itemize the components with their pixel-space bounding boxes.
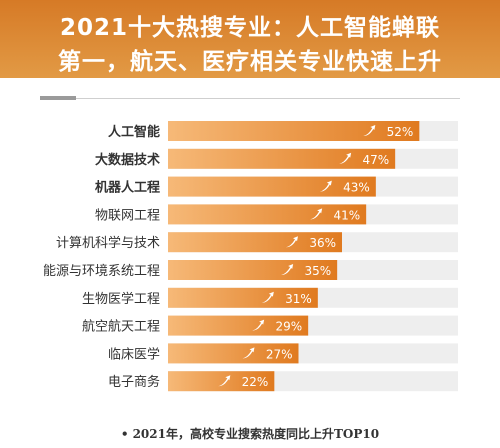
value-label: 35% (304, 264, 331, 278)
trend-up-icon (363, 125, 376, 136)
category-label: 生物医学工程 (82, 291, 160, 307)
bar (168, 287, 318, 308)
trend-up-icon (252, 319, 265, 331)
category-label: 能源与环境系统工程 (43, 264, 160, 279)
value-label: 47% (362, 153, 389, 167)
trend-up-icon (319, 180, 332, 192)
value-label: 22% (242, 375, 269, 389)
bar (168, 371, 275, 392)
bar (168, 315, 309, 336)
bar (168, 204, 367, 225)
bar (168, 176, 376, 197)
category-label: 人工智能 (108, 124, 160, 140)
footnote: • 2021年，高校专业搜索热度同比上升TOP10 (0, 425, 500, 442)
category-label: 机器人工程 (95, 180, 160, 196)
bar (168, 232, 342, 253)
bar (168, 121, 420, 141)
value-label: 52% (387, 125, 414, 139)
title-line-2: 第一，航天、医疗相关专业快速上升 (58, 49, 442, 75)
trend-up-icon (242, 347, 255, 359)
category-label: 电子商务 (108, 374, 160, 390)
footnote-text: 2021年，高校专业搜索热度同比上升TOP10 (132, 427, 380, 441)
trend-up-icon (218, 375, 231, 387)
value-label: 29% (275, 320, 302, 334)
value-label: 43% (343, 181, 370, 195)
header-banner: 2021十大热搜专业：人工智能蝉联 第一，航天、医疗相关专业快速上升 (0, 0, 500, 78)
value-label: 36% (309, 236, 336, 250)
category-label: 计算机科学与技术 (56, 235, 160, 251)
bar (168, 260, 338, 280)
value-label: 31% (285, 292, 312, 306)
trend-up-icon (310, 208, 323, 220)
trend-up-icon (339, 152, 352, 164)
category-label: 临床医学 (108, 346, 160, 362)
bullet-icon: • (120, 427, 129, 441)
divider (40, 98, 460, 99)
trend-up-icon (286, 236, 298, 248)
bar (168, 148, 396, 169)
trend-up-icon (261, 291, 274, 303)
bar (168, 343, 299, 364)
category-label: 航空航天工程 (82, 319, 160, 335)
category-label: 大数据技术 (95, 152, 160, 168)
value-label: 27% (266, 347, 293, 361)
value-label: 41% (333, 208, 360, 222)
divider-accent (40, 96, 76, 100)
category-label: 物联网工程 (95, 208, 160, 223)
trend-up-icon (281, 264, 294, 275)
title-line-1: 2021十大热搜专业：人工智能蝉联 (59, 15, 440, 41)
